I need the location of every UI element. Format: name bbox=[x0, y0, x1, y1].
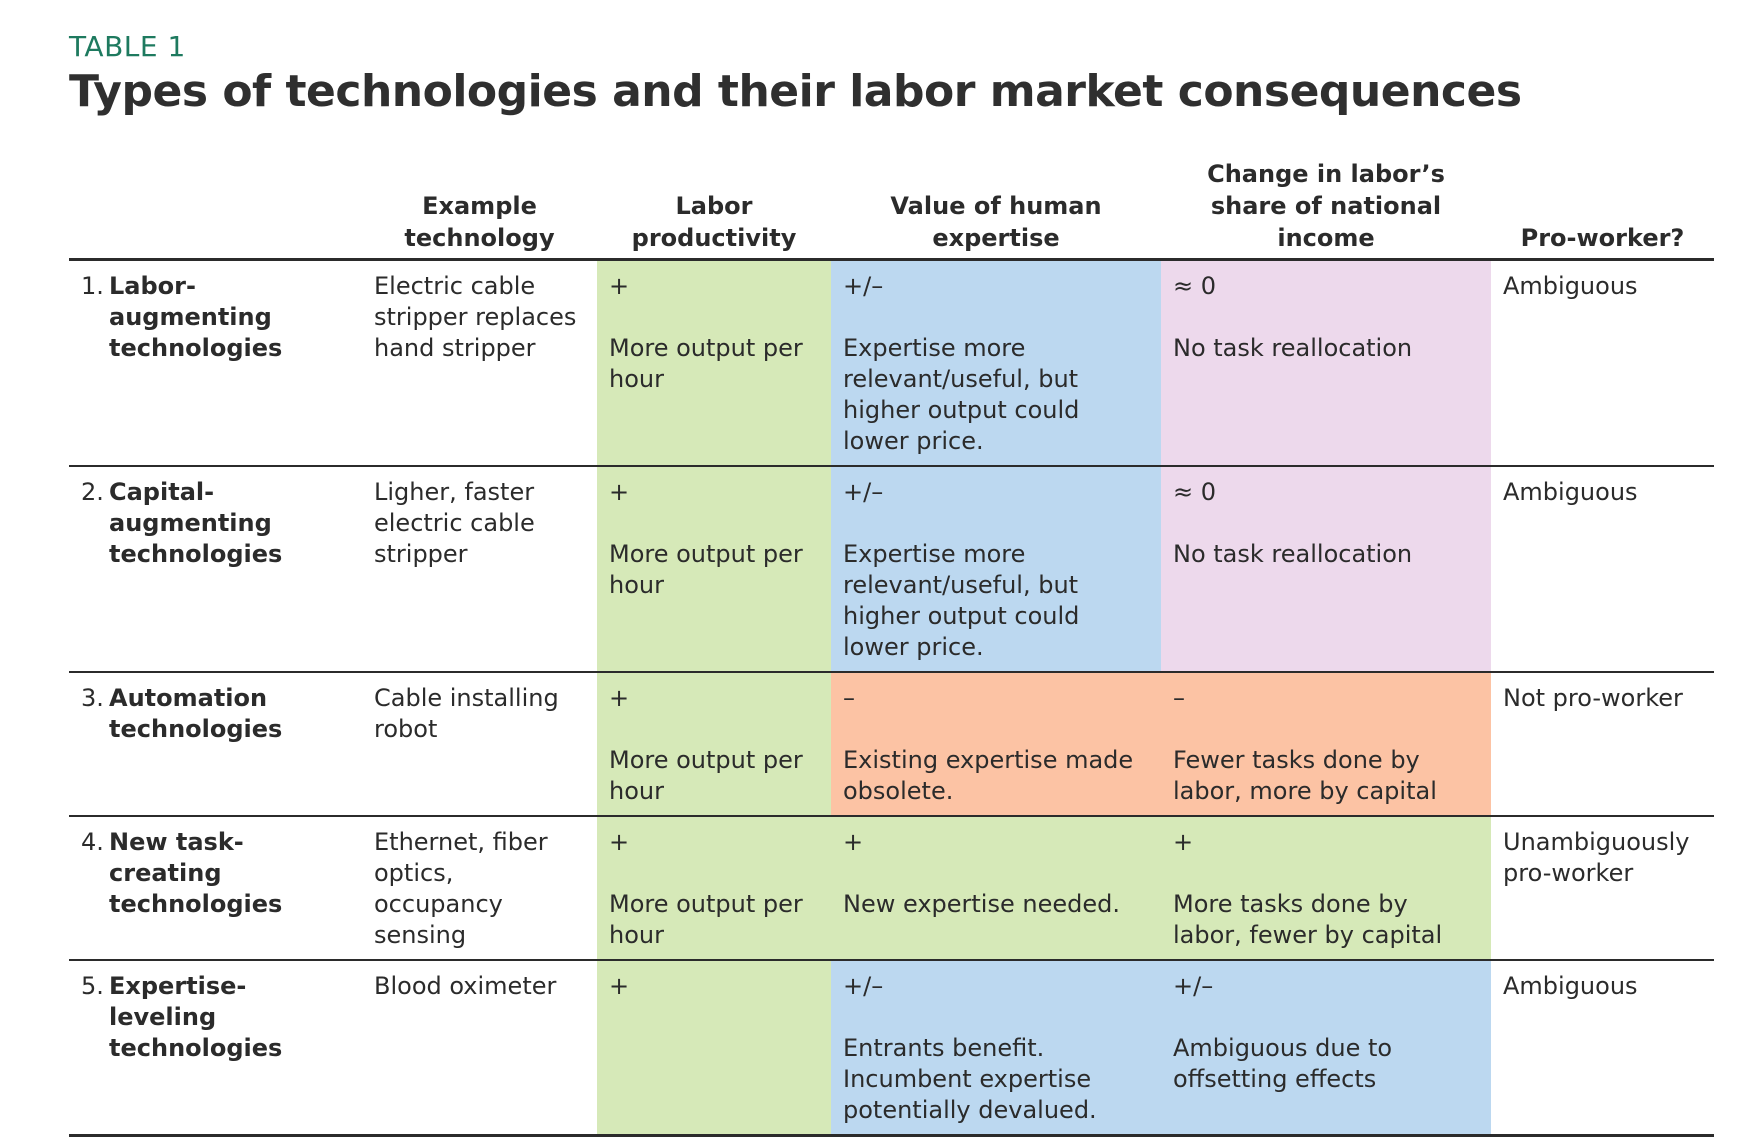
header-productivity: Labor productivity bbox=[597, 158, 831, 261]
cell-productivity: + More output per hour bbox=[597, 259, 831, 467]
effect-sign: + bbox=[609, 478, 630, 506]
cell-expertise: +/– Expertise more relevant/useful, but h… bbox=[831, 466, 1161, 673]
effect-description: Expertise more relevant/useful, but high… bbox=[843, 334, 1080, 455]
cell-proworker: Not pro-worker bbox=[1491, 672, 1714, 817]
technology-type: Capital-augmenting technologies bbox=[109, 478, 283, 568]
row-number: 4. bbox=[81, 828, 104, 856]
row-number: 3. bbox=[81, 684, 104, 712]
cell-share: +/– Ambiguous due to offsetting effects bbox=[1161, 960, 1491, 1137]
cell-expertise: +/– Expertise more relevant/useful, but h… bbox=[831, 259, 1161, 467]
effect-sign: ≈ 0 bbox=[1173, 272, 1217, 300]
table-row: 2. Capital-augmenting technologies Ligher,… bbox=[69, 466, 1714, 673]
table-row: 3. Automation technologies Cable installin… bbox=[69, 672, 1714, 817]
cell-type: 2. Capital-augmenting technologies bbox=[69, 466, 362, 673]
table-label: TABLE 1 bbox=[69, 30, 186, 63]
cell-example: Blood oximeter bbox=[362, 960, 597, 1137]
effect-description: New expertise needed. bbox=[843, 890, 1120, 918]
header-type bbox=[69, 158, 362, 261]
technology-type: New task-creating technologies bbox=[109, 828, 283, 918]
cell-example: Cable installing robot bbox=[362, 672, 597, 817]
header-example: Example technology bbox=[362, 158, 597, 261]
effect-sign: – bbox=[1173, 684, 1185, 712]
table-row: 4. New task-creating technologies Ethernet… bbox=[69, 816, 1714, 961]
cell-type: 3. Automation technologies bbox=[69, 672, 362, 817]
effect-sign: + bbox=[1173, 828, 1194, 856]
effect-description: More tasks done by labor, fewer by capit… bbox=[1173, 890, 1443, 949]
effect-sign: + bbox=[609, 972, 630, 1000]
cell-expertise: +/– Entrants benefit. Incumbent expertise… bbox=[831, 960, 1161, 1137]
effect-sign: +/– bbox=[1173, 972, 1214, 1000]
effect-sign: ≈ 0 bbox=[1173, 478, 1217, 506]
header-proworker: Pro-worker? bbox=[1491, 158, 1714, 261]
effect-description: More output per hour bbox=[609, 890, 803, 949]
technology-type: Automation technologies bbox=[109, 684, 283, 743]
effect-description: Fewer tasks done by labor, more by capit… bbox=[1173, 746, 1437, 805]
table-row: 1. Labor-augmenting technologies Electric … bbox=[69, 259, 1714, 467]
effect-description: Expertise more relevant/useful, but high… bbox=[843, 540, 1080, 661]
cell-share: – Fewer tasks done by labor, more by capi… bbox=[1161, 672, 1491, 817]
cell-share: ≈ 0 No task reallocation bbox=[1161, 466, 1491, 673]
effect-description: More output per hour bbox=[609, 540, 803, 599]
header-share: Change in labor’s share of national inco… bbox=[1161, 158, 1491, 261]
effect-description: Existing expertise made obsolete. bbox=[843, 746, 1134, 805]
cell-type: 5. Expertise-leveling technologies bbox=[69, 960, 362, 1137]
technology-type: Labor-augmenting technologies bbox=[109, 272, 283, 362]
cell-proworker: Ambiguous bbox=[1491, 259, 1714, 467]
table-title: Types of technologies and their labor ma… bbox=[69, 66, 1522, 117]
row-number: 1. bbox=[81, 272, 104, 300]
cell-productivity: + More output per hour bbox=[597, 672, 831, 817]
row-number: 2. bbox=[81, 478, 104, 506]
effect-sign: +/– bbox=[843, 478, 884, 506]
cell-type: 1. Labor-augmenting technologies bbox=[69, 259, 362, 467]
effect-description: No task reallocation bbox=[1173, 540, 1413, 568]
cell-expertise: – Existing expertise made obsolete. bbox=[831, 672, 1161, 817]
header-row: Example technology Labor productivity Va… bbox=[69, 158, 1714, 261]
technology-type: Expertise-leveling technologies bbox=[109, 972, 283, 1062]
cell-example: Ligher, faster electric cable stripper bbox=[362, 466, 597, 673]
effect-description: Entrants benefit. Incumbent expertise po… bbox=[843, 1034, 1097, 1124]
effect-sign: + bbox=[609, 272, 630, 300]
header-expertise: Value of human expertise bbox=[831, 158, 1161, 261]
table-row: 5. Expertise-leveling technologies Blood o… bbox=[69, 960, 1714, 1137]
cell-productivity: + bbox=[597, 960, 831, 1137]
cell-proworker: Ambiguous bbox=[1491, 960, 1714, 1137]
cell-example: Ethernet, fiber optics, occupancy sensin… bbox=[362, 816, 597, 961]
cell-productivity: + More output per hour bbox=[597, 816, 831, 961]
technology-table: Example technology Labor productivity Va… bbox=[69, 158, 1714, 1137]
cell-type: 4. New task-creating technologies bbox=[69, 816, 362, 961]
effect-sign: +/– bbox=[843, 272, 884, 300]
row-number: 5. bbox=[81, 972, 104, 1000]
effect-description: More output per hour bbox=[609, 334, 803, 393]
cell-share: ≈ 0 No task reallocation bbox=[1161, 259, 1491, 467]
cell-expertise: + New expertise needed. bbox=[831, 816, 1161, 961]
effect-sign: – bbox=[843, 684, 855, 712]
effect-description: More output per hour bbox=[609, 746, 803, 805]
cell-example: Electric cable stripper replaces hand st… bbox=[362, 259, 597, 467]
effect-description: Ambiguous due to offsetting effects bbox=[1173, 1034, 1393, 1093]
effect-sign: + bbox=[609, 684, 630, 712]
cell-share: + More tasks done by labor, fewer by capi… bbox=[1161, 816, 1491, 961]
effect-sign: + bbox=[609, 828, 630, 856]
effect-sign: +/– bbox=[843, 972, 884, 1000]
cell-productivity: + More output per hour bbox=[597, 466, 831, 673]
effect-description: No task reallocation bbox=[1173, 334, 1413, 362]
cell-proworker: Unambiguously pro-worker bbox=[1491, 816, 1714, 961]
cell-proworker: Ambiguous bbox=[1491, 466, 1714, 673]
effect-sign: + bbox=[843, 828, 864, 856]
